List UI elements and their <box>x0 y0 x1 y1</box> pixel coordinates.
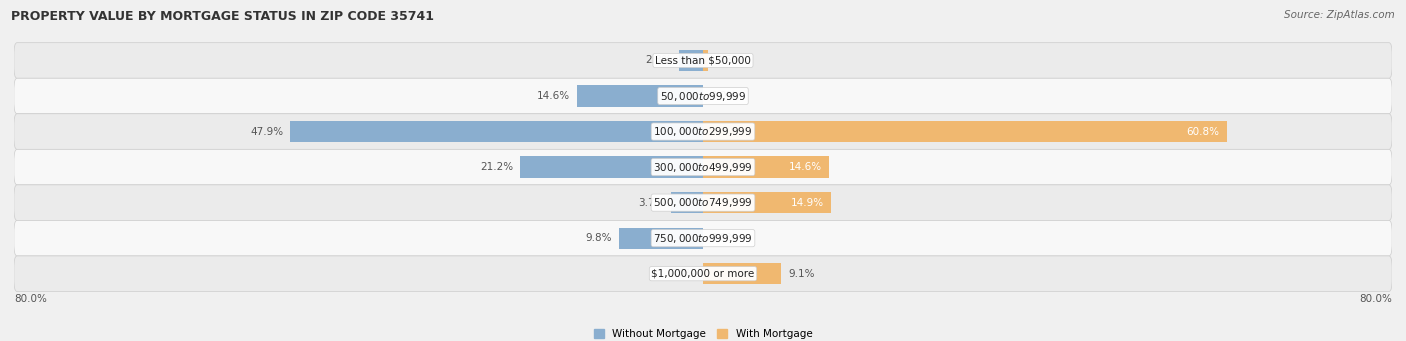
Text: 14.6%: 14.6% <box>537 91 571 101</box>
FancyBboxPatch shape <box>14 185 1392 220</box>
Text: $500,000 to $749,999: $500,000 to $749,999 <box>654 196 752 209</box>
Text: Source: ZipAtlas.com: Source: ZipAtlas.com <box>1284 10 1395 20</box>
Text: $50,000 to $99,999: $50,000 to $99,999 <box>659 89 747 103</box>
Text: $750,000 to $999,999: $750,000 to $999,999 <box>654 232 752 245</box>
Text: 3.7%: 3.7% <box>638 198 664 208</box>
Text: 2.8%: 2.8% <box>645 56 672 65</box>
Text: Less than $50,000: Less than $50,000 <box>655 56 751 65</box>
Text: PROPERTY VALUE BY MORTGAGE STATUS IN ZIP CODE 35741: PROPERTY VALUE BY MORTGAGE STATUS IN ZIP… <box>11 10 434 23</box>
Bar <box>619 227 703 249</box>
Bar <box>671 192 703 213</box>
Text: 14.9%: 14.9% <box>792 198 824 208</box>
Text: 14.6%: 14.6% <box>789 162 823 172</box>
FancyBboxPatch shape <box>14 43 1392 78</box>
Text: 80.0%: 80.0% <box>14 294 46 304</box>
FancyBboxPatch shape <box>14 256 1392 292</box>
Text: 9.1%: 9.1% <box>789 269 814 279</box>
FancyBboxPatch shape <box>14 78 1392 114</box>
Bar <box>703 157 828 178</box>
Text: 0.0%: 0.0% <box>669 269 696 279</box>
Bar <box>520 157 703 178</box>
Text: $300,000 to $499,999: $300,000 to $499,999 <box>654 161 752 174</box>
Bar <box>703 192 831 213</box>
Legend: Without Mortgage, With Mortgage: Without Mortgage, With Mortgage <box>589 325 817 341</box>
Text: 0.0%: 0.0% <box>710 233 737 243</box>
Bar <box>703 263 782 284</box>
Text: 80.0%: 80.0% <box>1360 294 1392 304</box>
Text: 60.8%: 60.8% <box>1187 127 1219 136</box>
Bar <box>703 121 1226 142</box>
FancyBboxPatch shape <box>14 220 1392 256</box>
Bar <box>291 121 703 142</box>
Text: 47.9%: 47.9% <box>250 127 284 136</box>
Bar <box>578 85 703 107</box>
FancyBboxPatch shape <box>14 114 1392 149</box>
Text: 21.2%: 21.2% <box>481 162 513 172</box>
Text: 9.8%: 9.8% <box>585 233 612 243</box>
Text: $100,000 to $299,999: $100,000 to $299,999 <box>654 125 752 138</box>
FancyBboxPatch shape <box>14 149 1392 185</box>
Bar <box>703 50 709 71</box>
Text: 0.0%: 0.0% <box>710 91 737 101</box>
Text: 0.6%: 0.6% <box>716 56 741 65</box>
Bar <box>679 50 703 71</box>
Text: $1,000,000 or more: $1,000,000 or more <box>651 269 755 279</box>
